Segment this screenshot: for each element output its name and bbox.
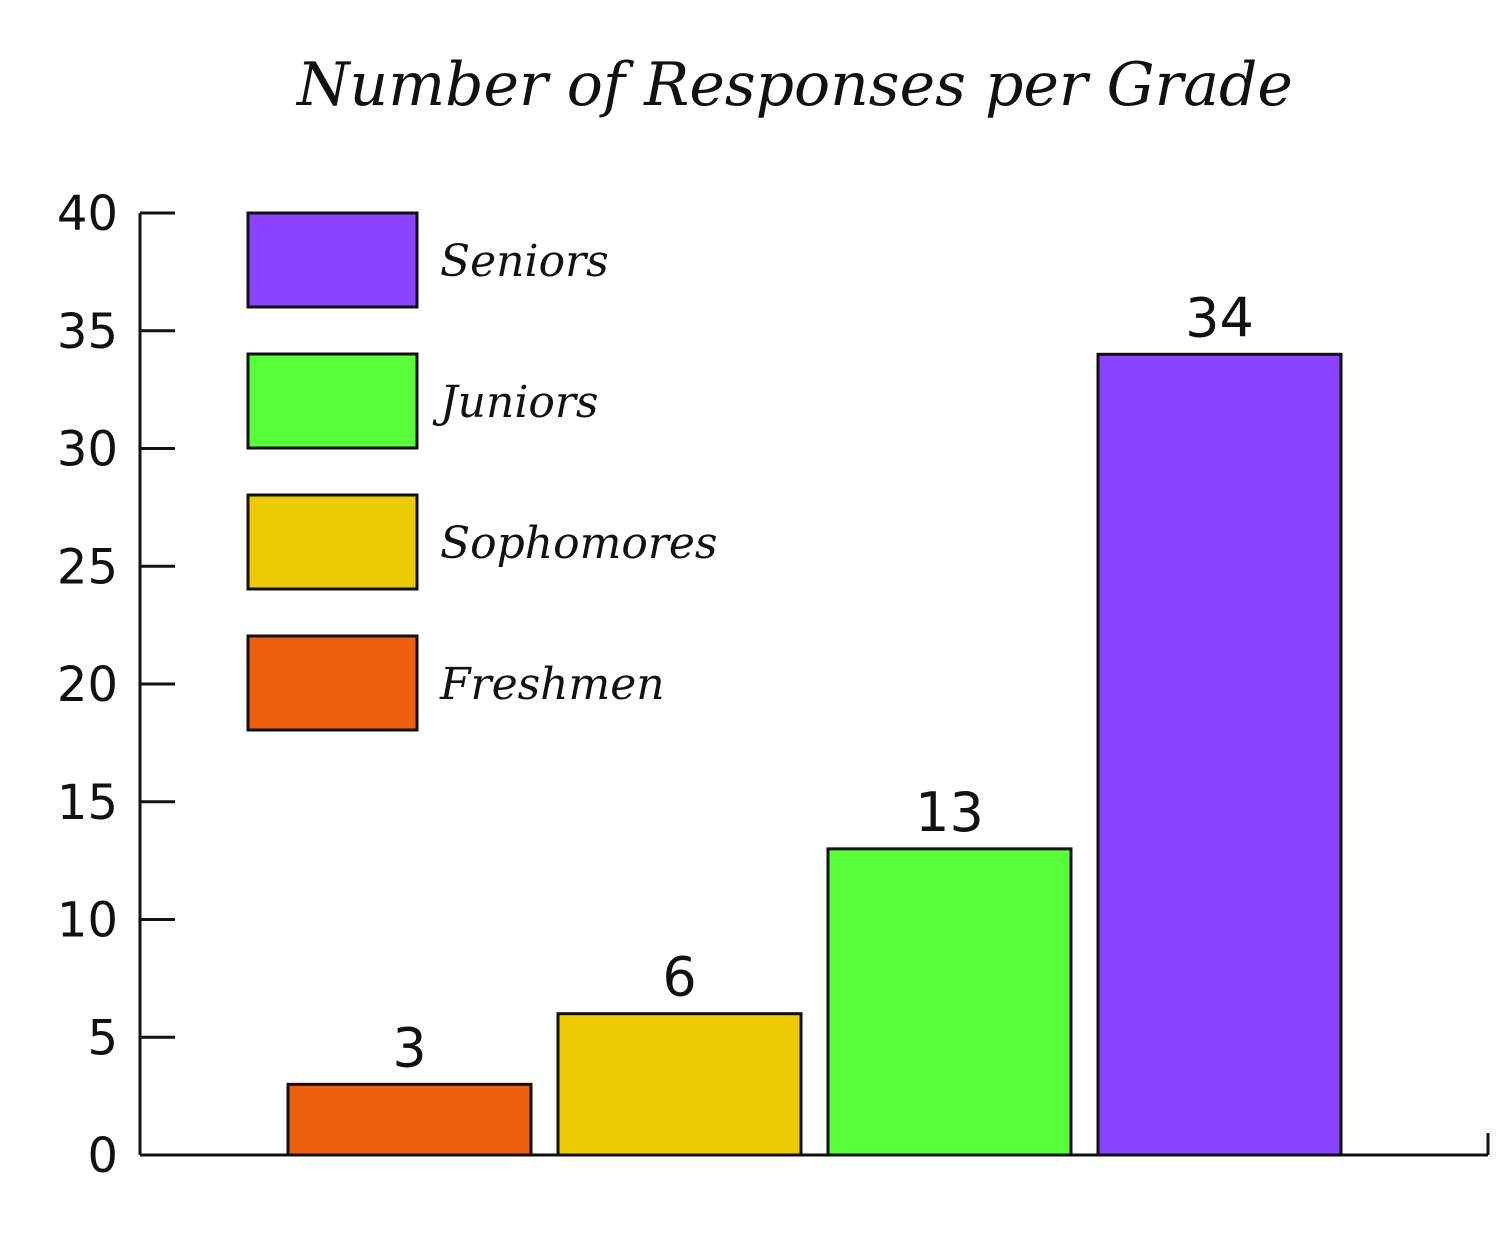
bar-sophomores xyxy=(556,1012,803,1157)
y-tick-label: 10 xyxy=(57,893,118,949)
legend-swatch-seniors xyxy=(246,211,419,309)
legend: Seniors Juniors Sophomores Freshmen xyxy=(246,211,718,732)
y-tick-label: 35 xyxy=(57,304,118,360)
bar-seniors xyxy=(1096,352,1343,1157)
bars: 3 6 13 34 xyxy=(286,286,1343,1157)
legend-label-freshmen: Freshmen xyxy=(439,659,665,710)
legend-swatch-sophomores xyxy=(246,493,419,591)
y-tick-label: 5 xyxy=(87,1010,118,1066)
y-tick-label: 25 xyxy=(57,539,118,595)
y-tick-label: 30 xyxy=(57,422,118,478)
legend-label-juniors: Juniors xyxy=(432,377,599,428)
chart-title: Number of Responses per Grade xyxy=(295,50,1293,120)
bar-value-label: 3 xyxy=(392,1016,426,1079)
legend-label-sophomores: Sophomores xyxy=(440,518,718,569)
y-tick-label: 20 xyxy=(57,657,118,713)
bar-value-label: 34 xyxy=(1185,286,1254,349)
bar-juniors xyxy=(826,847,1073,1157)
y-tick-label: 40 xyxy=(57,186,118,242)
bar-value-label: 13 xyxy=(915,781,984,844)
y-tick-label: 0 xyxy=(87,1128,118,1184)
legend-swatch-juniors xyxy=(246,352,419,450)
y-tick-label: 15 xyxy=(57,775,118,831)
bar-value-label: 6 xyxy=(662,946,696,1009)
bar-freshmen xyxy=(286,1082,533,1157)
legend-label-seniors: Seniors xyxy=(440,236,609,287)
legend-swatch-freshmen xyxy=(246,634,419,732)
axes: 0 5 10 15 20 25 30 35 40 xyxy=(57,186,1490,1184)
